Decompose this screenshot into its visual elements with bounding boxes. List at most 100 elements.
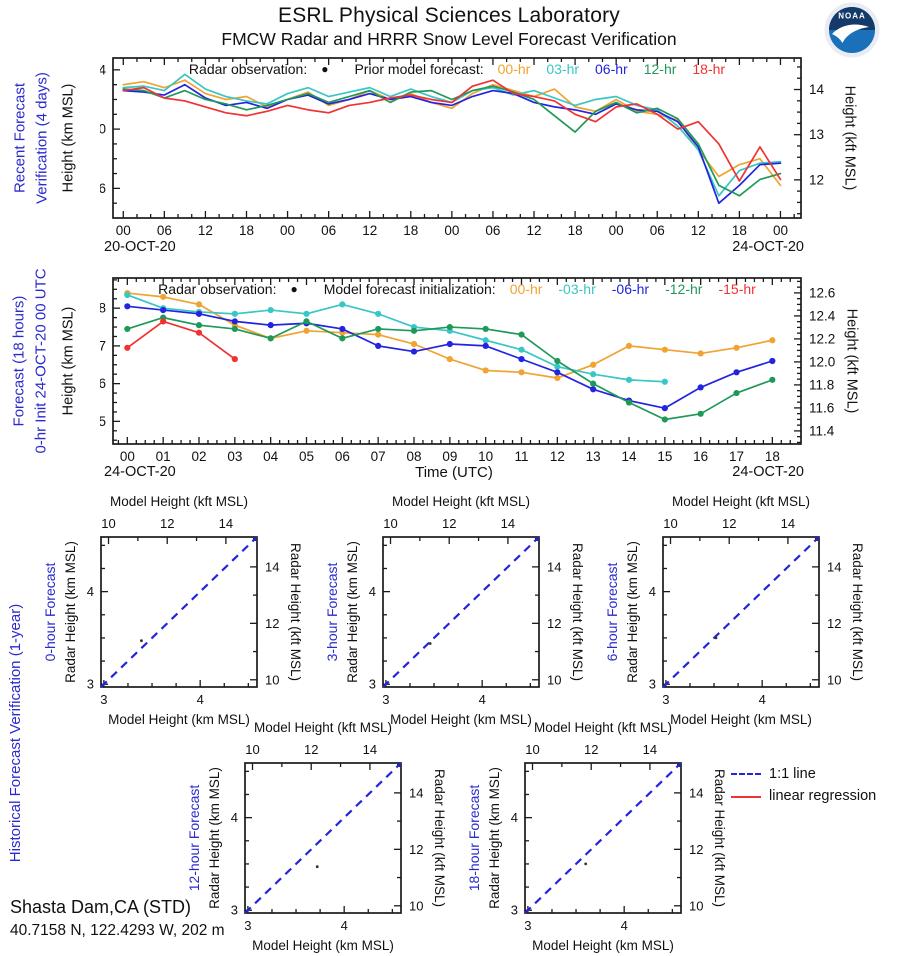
panel2-legend-radar-label: Radar observation:: [158, 281, 277, 297]
svg-text:12: 12: [689, 842, 703, 857]
series--06-hr-marker: [697, 384, 704, 391]
one-to-one-line-swatch-icon: [731, 773, 761, 776]
svg-text:14: 14: [547, 559, 561, 574]
svg-text:Model Height (kft MSL): Model Height (kft MSL): [392, 494, 530, 509]
svg-text:0-hour Forecast: 0-hour Forecast: [43, 562, 58, 661]
scatter-point: [584, 862, 588, 866]
series--12-hr-marker: [733, 389, 740, 397]
svg-text:Radar Height (km MSL): Radar Height (km MSL): [625, 541, 640, 683]
series--12-hr-marker: [303, 318, 310, 325]
svg-text:11.6: 11.6: [809, 400, 834, 415]
series--12-hr-marker: [554, 357, 561, 365]
svg-text:18: 18: [568, 223, 583, 238]
series--12-hr-marker: [410, 327, 418, 334]
svg-text:3: 3: [382, 692, 389, 707]
svg-text:Model Height (km MSL): Model Height (km MSL): [252, 938, 394, 953]
svg-text:12: 12: [265, 616, 279, 631]
svg-text:Radar Height (kft MSL): Radar Height (kft MSL): [288, 543, 301, 681]
legend-item-init-03hr: -03-hr: [558, 281, 596, 297]
svg-text:3: 3: [511, 903, 518, 918]
series--12-hr-marker: [446, 323, 453, 331]
panel2-date-left: 24-OCT-20: [104, 464, 176, 480]
svg-text:01: 01: [156, 449, 171, 464]
series--06-hr-marker: [410, 348, 418, 355]
svg-text:03: 03: [227, 449, 242, 464]
svg-text:14: 14: [643, 742, 657, 757]
panel2-ylabel: Height (km MSL): [60, 306, 77, 416]
series--06-hr-marker: [160, 306, 167, 314]
svg-text:Radar Height (kft MSL): Radar Height (kft MSL): [712, 769, 725, 907]
svg-text:13: 13: [809, 127, 824, 142]
series-18-hr-line: [122, 79, 782, 182]
legend-item-00hr: 00-hr: [497, 61, 531, 77]
series--12-hr-marker: [661, 416, 668, 423]
series-00-hr-marker: [446, 356, 453, 363]
radar-observation-marker-icon: ●: [321, 62, 329, 76]
svg-text:12: 12: [526, 223, 541, 238]
svg-text:3: 3: [231, 903, 238, 918]
svg-text:14: 14: [409, 785, 423, 800]
svg-text:Radar Height (km MSL): Radar Height (km MSL): [207, 767, 222, 909]
svg-text:12-hour Forecast: 12-hour Forecast: [187, 785, 202, 892]
svg-text:4: 4: [197, 692, 204, 707]
svg-text:12: 12: [827, 616, 841, 631]
svg-text:06: 06: [485, 223, 500, 238]
svg-text:3-hour Forecast: 3-hour Forecast: [325, 562, 340, 661]
svg-text:18-hour Forecast: 18-hour Forecast: [467, 785, 482, 892]
panel1-legend-model-label: Prior model forecast:: [354, 61, 484, 77]
series-00-hr-marker: [160, 293, 167, 300]
svg-text:NOAA: NOAA: [838, 12, 866, 21]
svg-text:Model Height (km MSL): Model Height (km MSL): [390, 712, 532, 727]
svg-text:4: 4: [479, 692, 486, 707]
panel2-date-row: 24-OCT-20 Time (UTC) 24-OCT-20: [104, 464, 804, 481]
series-00-hr-marker: [303, 327, 310, 334]
svg-text:12: 12: [809, 172, 824, 187]
series--06-hr-marker: [195, 310, 203, 317]
series--12-hr-marker: [590, 380, 597, 387]
scatter-6hour: 3 4 10 12 14 3 4 10 12 14 Model Height (kft MSL) Mo…: [605, 494, 863, 727]
svg-text:4: 4: [369, 584, 376, 599]
svg-text:17: 17: [729, 449, 744, 464]
series--12-hr-marker: [518, 331, 525, 338]
svg-text:00: 00: [444, 223, 459, 238]
svg-text:10: 10: [689, 898, 703, 913]
one-to-one-line: [524, 762, 682, 914]
series-00-hr-marker: [590, 361, 597, 368]
series--06-hr-marker: [518, 356, 525, 363]
historical-side-label: Historical Forecast Verification (1-year…: [7, 603, 25, 863]
series-00-hr-marker: [518, 369, 525, 376]
svg-text:08: 08: [406, 449, 421, 464]
series-00-hr-marker: [195, 301, 203, 308]
svg-text:11.8: 11.8: [809, 377, 834, 392]
series--06-hr-marker: [733, 369, 740, 376]
panel2-date-right: 24-OCT-20: [732, 464, 804, 480]
noaa-logo-icon: NOAA: [824, 2, 880, 58]
svg-text:12: 12: [304, 742, 318, 757]
svg-text:4: 4: [341, 918, 348, 933]
series-00-hr-marker: [482, 367, 489, 374]
page-title: ESRL Physical Sciences Laboratory: [278, 4, 620, 27]
station-name: Shasta Dam,CA (STD): [10, 897, 192, 917]
series--06-hr-marker: [231, 318, 238, 325]
series-00-hr-line: [126, 292, 774, 379]
svg-text:05: 05: [299, 449, 314, 464]
svg-text:Model Height (km MSL): Model Height (km MSL): [670, 712, 812, 727]
series--06-hr-marker: [554, 369, 561, 376]
scatter-point: [428, 642, 432, 645]
scatter-point: [315, 865, 319, 869]
svg-text:3: 3: [662, 692, 669, 707]
station-coords: 40.7158 N, 122.4293 W, 202 m: [10, 922, 225, 939]
svg-text:Radar Height (km MSL): Radar Height (km MSL): [63, 541, 78, 683]
series-00-hr-marker: [769, 337, 776, 344]
series--15-hr-marker: [231, 356, 238, 363]
svg-text:3.6: 3.6: [100, 376, 106, 391]
panel2-side-label-line2: 0-hr Init 24-OCT-20 00 UTC: [32, 268, 49, 454]
series--03-hr-marker: [303, 310, 310, 317]
svg-text:4: 4: [87, 584, 94, 599]
svg-text:11: 11: [514, 449, 528, 464]
one-to-one-line: [662, 536, 820, 688]
svg-text:00: 00: [116, 223, 131, 238]
svg-text:4: 4: [621, 918, 628, 933]
panel1-date-left: 20-OCT-20: [104, 239, 176, 255]
panel1-date-row: 20-OCT-20 24-OCT-20: [104, 239, 804, 255]
